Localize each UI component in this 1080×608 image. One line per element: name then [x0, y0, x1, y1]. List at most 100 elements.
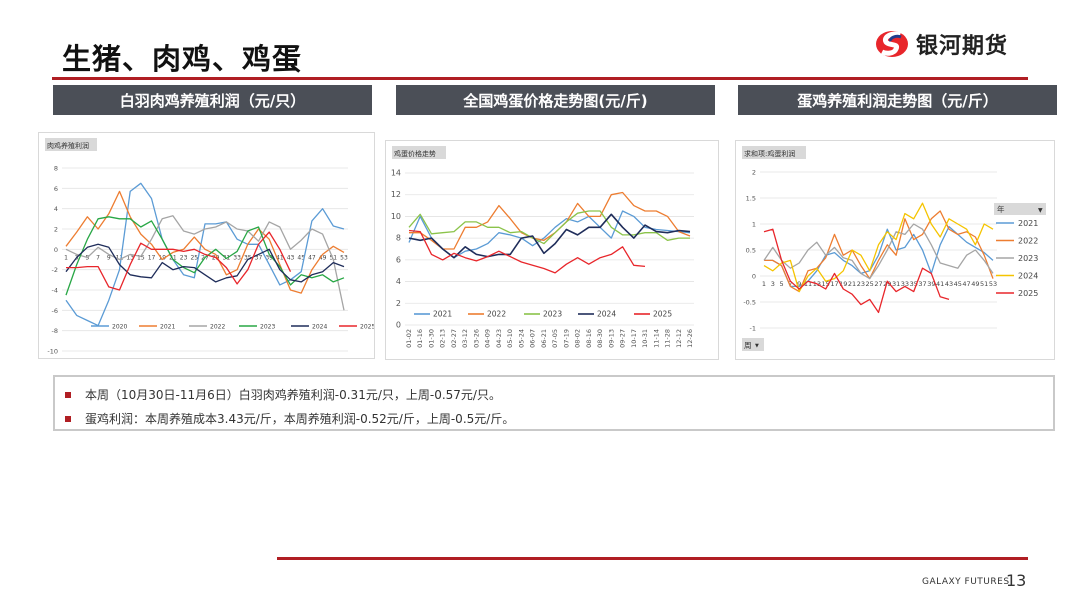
chart-title-bg: [392, 146, 446, 159]
y-tick-label: 1.5: [746, 195, 756, 203]
x-tick-label: 53: [340, 254, 348, 261]
x-tick-label: 17: [830, 280, 838, 288]
section-header-egg-price: 全国鸡蛋价格走势图(元/斤): [396, 85, 715, 115]
note-text: 本周（10月30日-11月6日）白羽肉鸡养殖利润-0.31元/只，上周-0.57…: [85, 388, 501, 402]
y-tick-label: 14: [391, 169, 401, 178]
y-tick-label: 0.5: [746, 247, 756, 255]
title-divider: [52, 77, 1028, 80]
x-tick-label: 1: [64, 254, 68, 261]
chart-title-bg: [45, 138, 97, 151]
x-tick-label: 01-16: [416, 329, 424, 348]
series-line-2021: [764, 225, 994, 288]
series-line-2020: [65, 182, 345, 327]
legend-label: 2023: [1018, 254, 1038, 263]
x-tick-label: 43: [287, 254, 295, 261]
x-tick-label: 06-21: [540, 329, 548, 348]
x-tick-label: 45: [954, 280, 962, 288]
y-tick-label: 1: [752, 221, 756, 229]
series-line-2024: [65, 243, 345, 283]
x-tick-label: 10-31: [641, 329, 649, 348]
y-tick-label: 2: [752, 169, 756, 177]
note-layer: 蛋鸡利润：本周养殖成本3.43元/斤，本周养殖利润-0.52元/斤，上周-0.5…: [65, 410, 514, 427]
x-tick-label: 08-02: [574, 329, 582, 348]
legend-label: 2024: [1018, 272, 1038, 281]
x-tick-label: 1: [762, 280, 766, 288]
y-tick-label: -1: [750, 325, 756, 333]
legend-label: 2022: [210, 324, 225, 331]
dropdown-arrow-icon: ▼: [1038, 207, 1043, 214]
page-number: 13: [1006, 571, 1027, 590]
y-tick-label: 6: [396, 255, 401, 264]
note-text: 蛋鸡利润：本周养殖成本3.43元/斤，本周养殖利润-0.52元/斤，上周-0.5…: [85, 412, 515, 426]
series-line-2021: [65, 190, 345, 294]
y-tick-label: 0: [752, 273, 756, 281]
x-tick-label: 29: [883, 280, 891, 288]
x-tick-label: 12-26: [686, 329, 694, 348]
x-tick-label: 09-13: [607, 329, 615, 348]
x-tick-label: 25: [190, 254, 198, 261]
series-line-2023: [65, 216, 345, 296]
dropdown-arrow-icon: ▼: [755, 343, 759, 349]
x-tick-label: 03-26: [472, 329, 480, 348]
x-tick-label: 12-12: [675, 329, 683, 348]
x-tick-label: 33: [233, 254, 241, 261]
legend-label: 2020: [112, 324, 127, 331]
x-tick-label: 31: [892, 280, 900, 288]
y-tick-label: 2: [396, 299, 401, 308]
legend-label: 2022: [1018, 237, 1038, 246]
x-tick-label: 09-27: [619, 329, 627, 348]
note-broiler: 本周（10月30日-11月6日）白羽肉鸡养殖利润-0.31元/只，上周-0.57…: [65, 386, 501, 403]
y-tick-label: -10: [47, 348, 58, 356]
x-tick-label: 3: [771, 280, 775, 288]
y-tick-label: 8: [396, 234, 401, 243]
series-line-2021: [408, 210, 691, 259]
x-tick-label: 5: [780, 280, 784, 288]
egg-price-chart: 鸡蛋价格走势 14 12 10 8 6 4 2 0 01-02 01-16 01-30 02-13 02-…: [385, 140, 719, 360]
x-tick-label: 21: [169, 254, 177, 261]
x-tick-label: 9: [797, 280, 801, 288]
chart-title: 肉鸡养殖利润: [47, 141, 89, 150]
series-line-2025: [66, 231, 292, 291]
footer-divider: [277, 557, 1028, 560]
series-line-2022: [65, 215, 345, 311]
x-tick-label: 37: [255, 254, 263, 261]
x-tick-label: 19: [158, 254, 166, 261]
x-tick-label: 07-19: [562, 329, 570, 348]
x-tick-label: 35: [244, 254, 252, 261]
series-line-2023: [408, 210, 690, 245]
egg-price-chart-svg: 鸡蛋价格走势 14 12 10 8 6 4 2 0 01-02 01-16 01-30 02-13 02-…: [391, 146, 694, 348]
legend-label: 2021: [160, 324, 175, 331]
chart-title: 求和项:鸡蛋利润: [744, 149, 795, 158]
x-tick-label: 51: [980, 280, 988, 288]
page-title: 生猪、肉鸡、鸡蛋: [62, 42, 303, 76]
legend-filter-button[interactable]: [994, 203, 1046, 215]
y-tick-label: 0: [396, 321, 401, 330]
axis-field-button[interactable]: [742, 338, 764, 351]
y-tick-label: -4: [52, 287, 58, 295]
x-tick-label: 05-24: [517, 329, 525, 348]
x-tick-label: 01-30: [427, 329, 435, 348]
x-tick-label: 19: [839, 280, 847, 288]
x-tick-label: 11-14: [652, 329, 660, 348]
x-tick-label: 08-30: [596, 329, 604, 348]
galaxy-logo-icon: [876, 31, 908, 57]
legend-label: 2024: [312, 324, 327, 331]
x-tick-label: 43: [945, 280, 953, 288]
series-line-2024: [763, 202, 994, 293]
bullet-icon: [65, 415, 71, 422]
x-tick-label: 23: [180, 254, 188, 261]
layer-profit-chart: 求和项:鸡蛋利润 2 1.5 1 0.5 0 -0.5 -1 1 3 5 7 9 11 13 15 17 19 21…: [735, 140, 1055, 360]
x-tick-label: 15: [822, 280, 830, 288]
x-tick-label: 45: [297, 254, 305, 261]
series-line-2025: [408, 229, 646, 274]
x-tick-label: 04-09: [484, 329, 492, 348]
chart-title-bg: [742, 146, 806, 159]
x-tick-label: 17: [148, 254, 156, 261]
x-tick-label: 33: [901, 280, 909, 288]
x-tick-label: 47: [962, 280, 970, 288]
x-tick-label: 04-23: [495, 329, 503, 348]
footer-brand: GALAXY FUTURES: [922, 577, 1010, 587]
legend-label: 2025: [653, 310, 672, 319]
